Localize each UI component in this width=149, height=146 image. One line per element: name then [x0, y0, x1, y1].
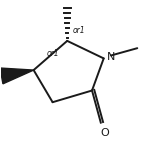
- Text: N: N: [107, 52, 116, 62]
- Text: or1: or1: [73, 26, 86, 35]
- Text: or1: or1: [47, 49, 59, 58]
- Polygon shape: [0, 68, 34, 84]
- Text: O: O: [101, 128, 110, 138]
